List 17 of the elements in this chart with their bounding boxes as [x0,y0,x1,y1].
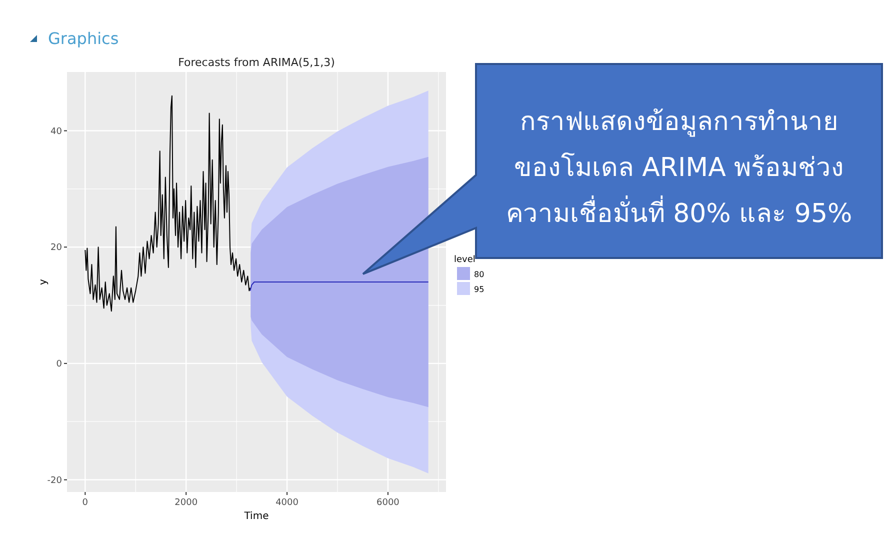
y-tick-label: 40 [50,126,62,137]
line-series [84,95,251,312]
x-axis-title: Time [243,511,269,522]
y-axis-title: y [38,278,49,285]
text: กราฟแสดงข้อมูลการทำนาย ของโมเดล ARIMA พร้อมช่วง ความเชื่อมั่นที่ 80% และ 95% [506,107,852,229]
y-tick-label: 0 [56,359,62,370]
x-tick-label: 6000 [376,498,400,508]
chart-title: Forecasts from ARIMA(5,1,3) [178,56,335,69]
text: Graphics [48,29,119,48]
x-tick-label: 4000 [276,498,299,508]
legend-title: level [454,255,476,265]
x-tick-label: 2000 [174,498,198,508]
y-tick-label: -20 [47,476,62,486]
x-tick-label: 0 [82,498,88,508]
y-tick-label: 20 [50,243,62,254]
legend-label: 95 [474,285,484,294]
legend-label: 80 [474,270,484,279]
